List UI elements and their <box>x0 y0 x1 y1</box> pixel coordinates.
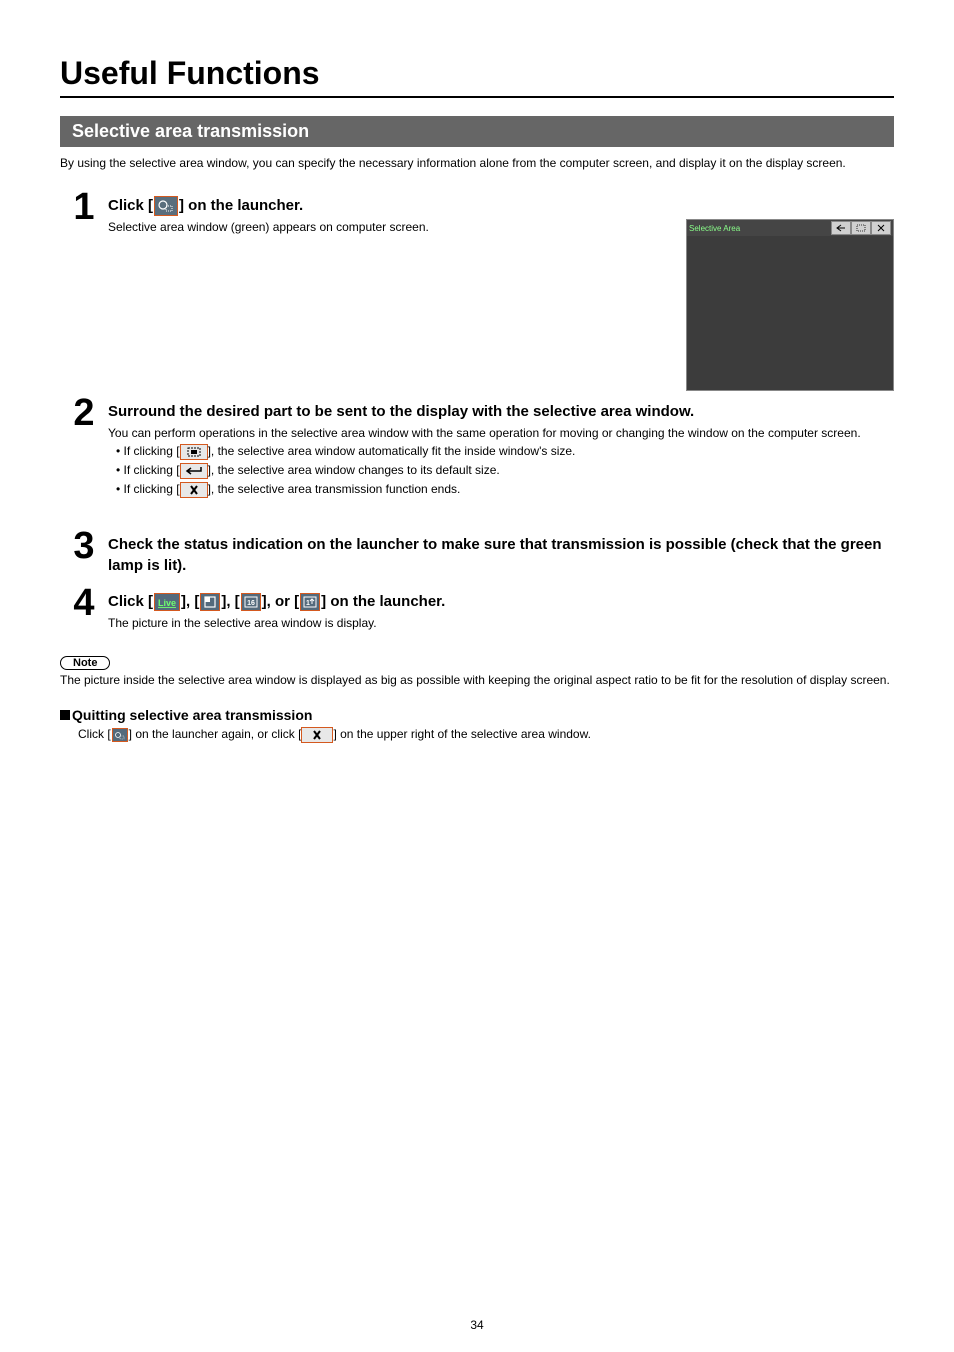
step-number: 4 <box>60 586 108 620</box>
step-4: 4 Click [ Live ], [ ], [ 16 ], or [ 1 ] on the … <box>60 586 894 632</box>
text: Quitting selective area transmission <box>72 707 312 723</box>
step-number: 3 <box>60 529 108 563</box>
text: • If clicking [ <box>116 444 180 458</box>
text: ] on the launcher again, or click [ <box>129 727 302 741</box>
text: Click [ <box>108 197 153 214</box>
fit-window-icon <box>180 444 208 460</box>
thumb-fit-icon <box>851 221 871 235</box>
svg-text:16: 16 <box>247 600 255 607</box>
text: ], the selective area window automatical… <box>208 444 576 458</box>
text: ] on the upper right of the selective ar… <box>333 727 591 741</box>
step-4-title: Click [ Live ], [ ], [ 16 ], or [ 1 ] on the la… <box>108 591 894 612</box>
text: Click [ <box>78 727 111 741</box>
selective-area-icon <box>154 196 178 216</box>
note-text: The picture inside the selective area wi… <box>60 672 894 689</box>
step-2: 2 Surround the desired part to be sent t… <box>60 396 894 500</box>
square-icon <box>200 593 220 611</box>
text: • If clicking [ <box>116 463 180 477</box>
step-3-title: Check the status indication on the launc… <box>108 534 894 576</box>
page-number: 34 <box>0 1318 954 1332</box>
quitting-text: Click [ ] on the launcher again, or click… <box>60 725 894 743</box>
step-4-desc: The picture in the selective area window… <box>108 614 894 632</box>
thumb-title: Selective Area <box>689 224 740 233</box>
default-size-icon <box>180 463 208 479</box>
svg-text:1: 1 <box>306 600 310 607</box>
step-2-bullet-1: • If clicking [ ], the selective area win… <box>108 442 894 461</box>
step-3: 3 Check the status indication on the lau… <box>60 529 894 576</box>
thumb-back-icon <box>831 221 851 235</box>
quitting-heading: Quitting selective area transmission <box>60 707 894 723</box>
page-title: Useful Functions <box>60 55 894 98</box>
intro-text: By using the selective area window, you … <box>60 155 894 172</box>
grid-1-up-icon: 1 <box>300 593 320 611</box>
selective-area-window-thumbnail: Selective Area <box>686 219 894 391</box>
text: ], the selective area window changes to … <box>208 463 500 477</box>
live-icon: Live <box>154 593 180 611</box>
step-1-title: Click [ ] on the launcher. <box>108 195 894 216</box>
text: ] on the launcher. <box>321 593 445 610</box>
close-x-icon <box>301 727 333 743</box>
section-header: Selective area transmission <box>60 116 894 147</box>
grid-16-icon: 16 <box>241 593 261 611</box>
close-x-icon <box>180 482 208 498</box>
step-2-desc: You can perform operations in the select… <box>108 424 894 442</box>
selective-area-small-icon <box>112 728 128 742</box>
step-2-bullet-2: • If clicking [ ], the selective area win… <box>108 461 894 480</box>
text: ] on the launcher. <box>179 197 303 214</box>
note-label: Note <box>60 656 110 670</box>
text: Click [ <box>108 593 153 610</box>
text: ], [ <box>181 593 199 610</box>
thumb-close-icon <box>871 221 891 235</box>
step-number: 2 <box>60 396 108 430</box>
text: • If clicking [ <box>116 482 180 496</box>
text: ], or [ <box>262 593 300 610</box>
text: ], [ <box>221 593 239 610</box>
svg-text:Live: Live <box>158 598 176 608</box>
step-number: 1 <box>60 190 108 224</box>
step-2-bullet-3: • If clicking [ ], the selective area tra… <box>108 480 894 499</box>
bullet-square-icon <box>60 710 70 720</box>
step-2-title: Surround the desired part to be sent to … <box>108 401 894 422</box>
text: ], the selective area transmission funct… <box>208 482 461 496</box>
